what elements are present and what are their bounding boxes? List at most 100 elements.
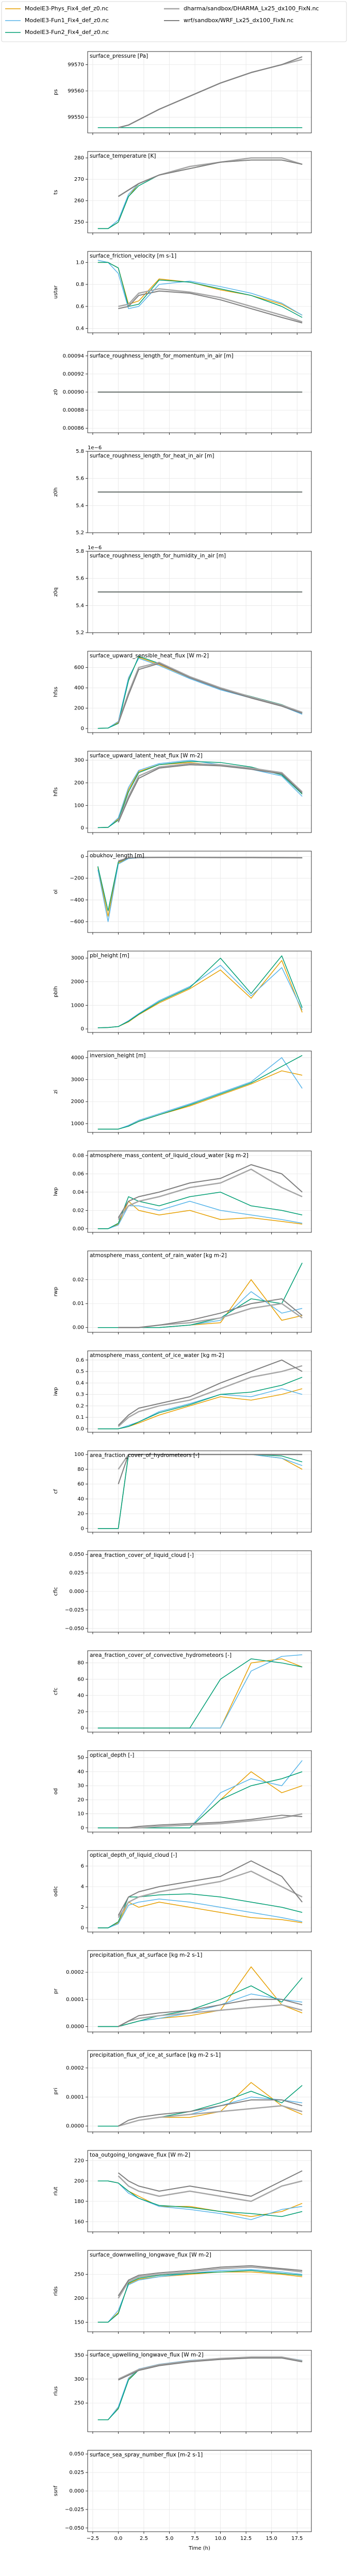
y-tick-label: 0	[81, 825, 84, 831]
subplot: 0 10 20 30 40 50 optical_depth [-] od	[53, 1750, 312, 1834]
y-tick-label: −200	[70, 876, 84, 882]
series-line	[118, 1454, 303, 1484]
subplot: 99550 99560 99570 surface_pressure [Pa] ps	[53, 51, 312, 135]
subplot: 0.00 0.01 0.02 atmosphere_mass_content_of_r…	[53, 1250, 312, 1334]
y-tick-label: 3000	[71, 1077, 84, 1083]
axes-frame	[87, 1950, 312, 2032]
y-tick-label: 280	[74, 155, 84, 161]
y-axis-label: iwp	[53, 1387, 59, 1396]
axes-frame	[87, 2050, 312, 2132]
series-line	[118, 1870, 303, 1918]
subplot-title: area_fraction_cover_of_convective_hydrom…	[90, 1652, 231, 1658]
y-tick-label: 0.00	[73, 1226, 84, 1232]
y-axis-label: od	[53, 1788, 59, 1794]
y-tick-label: −0.050	[65, 1626, 84, 1632]
subplot-title: precipitation_flux_of_ice_at_surface [kg…	[90, 2052, 221, 2058]
y-tick-label: 0.4	[76, 326, 84, 331]
axes-frame	[87, 1050, 312, 1133]
y-tick-label: 250	[74, 219, 84, 225]
series-line	[118, 1168, 303, 1220]
y-tick-label: 1000	[71, 1121, 84, 1127]
series-line	[118, 290, 303, 324]
axes-frame	[87, 2350, 312, 2432]
y-tick-label: 40	[77, 1769, 84, 1775]
subplot: 0.4 0.6 0.8 1.0 surface_friction_velocity [m…	[53, 251, 312, 335]
axes-frame	[87, 1650, 312, 1733]
y-axis-label: pri	[53, 2088, 59, 2094]
legend-label: dharma/sandbox/DHARMA_Lx25_dx100_FixN.nc	[184, 5, 319, 12]
x-tick-label: 17.5	[291, 2536, 303, 2541]
axes-frame	[87, 2150, 312, 2232]
series-line	[118, 2356, 303, 2380]
subplot: 250 260 270 280 surface_temperature [K] ts	[53, 151, 312, 235]
y-tick-label: 99560	[68, 88, 84, 94]
y-tick-label: 0	[81, 726, 84, 732]
y-tick-label: 40	[77, 1496, 84, 1502]
subplot-title: pbl_height [m]	[90, 953, 129, 959]
y-tick-label: 10	[77, 1811, 84, 1817]
series-line	[118, 2105, 303, 2127]
series-line	[118, 2357, 303, 2381]
axes-frame	[87, 251, 312, 333]
y-tick-label: 0.5	[76, 1369, 84, 1375]
y-tick-label: 0.0001	[66, 2094, 84, 2100]
y-tick-label: 0.00	[73, 1325, 84, 1331]
series-line	[118, 1365, 303, 1427]
subplot: 0 20 40 60 80 100 area_fraction_cover_of_hydro…	[53, 1450, 312, 1534]
y-tick-label: 5.2	[76, 630, 84, 636]
y-tick-label: 0.6	[76, 1358, 84, 1363]
y-tick-label: 80	[77, 1467, 84, 1472]
y-axis-label: hfss	[53, 687, 59, 697]
y-tick-label: 0.025	[69, 1570, 84, 1576]
y-tick-label: 350	[74, 2352, 84, 2358]
y-tick-label: 20	[77, 1709, 84, 1715]
series-line	[118, 662, 303, 723]
x-tick-label: 0.0	[114, 2536, 122, 2541]
axes-frame	[87, 851, 312, 933]
y-tick-label: 100	[74, 1452, 84, 1458]
subplot: 0 100 200 300 surface_upward_latent_heat_flu…	[53, 751, 312, 835]
subplot-title: toa_outgoing_longwave_flux [W m-2]	[90, 2152, 190, 2158]
series-line	[118, 2004, 303, 2027]
x-tick-label: 2.5	[140, 2536, 148, 2541]
y-axis-label: cflc	[53, 1587, 59, 1596]
axes-frame	[87, 551, 312, 633]
y-axis-label: pblh	[53, 986, 59, 997]
y-tick-label: 0.050	[69, 2451, 84, 2457]
y-axis-label: rlds	[53, 2286, 59, 2296]
y-tick-label: 0	[81, 1026, 84, 1032]
y-tick-label: 100	[74, 803, 84, 808]
subplot-title: surface_friction_velocity [m s-1]	[90, 253, 176, 259]
series-line	[97, 759, 303, 828]
y-tick-label: 180	[74, 2199, 84, 2205]
axes-frame	[87, 951, 312, 1033]
y-axis-label: hfls	[53, 787, 59, 796]
y-tick-label: 80	[77, 1660, 84, 1666]
y-tick-label: 20	[77, 1511, 84, 1517]
y-tick-label: −0.025	[65, 2507, 84, 2513]
subplot-title: surface_pressure [Pa]	[90, 53, 148, 59]
x-tick-label: 7.5	[191, 2536, 199, 2541]
subplot-title: surface_roughness_length_for_momentum_in…	[90, 353, 234, 359]
y-tick-label: 0	[81, 1825, 84, 1831]
y-tick-label: 0.4	[76, 1380, 84, 1386]
axes-frame	[87, 351, 312, 433]
legend: ModelE3-Phys_Fix4_def_z0.nc ModelE3-Fun1_…	[1, 1, 347, 42]
series-line	[118, 2265, 303, 2296]
series-line	[97, 1200, 303, 1229]
y-axis-label: rwp	[53, 1287, 59, 1297]
legend-label: ModelE3-Fun1_Fix4_def_z0.nc	[25, 17, 109, 24]
series-line	[118, 1998, 303, 2027]
subplot-title: atmosphere_mass_content_of_liquid_cloud_…	[90, 1153, 248, 1159]
y-tick-label: 200	[74, 2296, 84, 2301]
legend-label: ModelE3-Phys_Fix4_def_z0.nc	[25, 5, 108, 12]
y-tick-label: 0.0001	[66, 1997, 84, 2003]
y-axis-label: cfc	[53, 1688, 59, 1696]
series-line	[118, 2266, 303, 2299]
axes-frame	[87, 1850, 312, 1933]
subplot-title: surface_temperature [K]	[90, 153, 156, 159]
subplot-title: surface_upwelling_longwave_flux [W m-2]	[90, 2352, 204, 2358]
y-tick-label: 0.0002	[66, 1970, 84, 1975]
axes-frame	[87, 651, 312, 733]
